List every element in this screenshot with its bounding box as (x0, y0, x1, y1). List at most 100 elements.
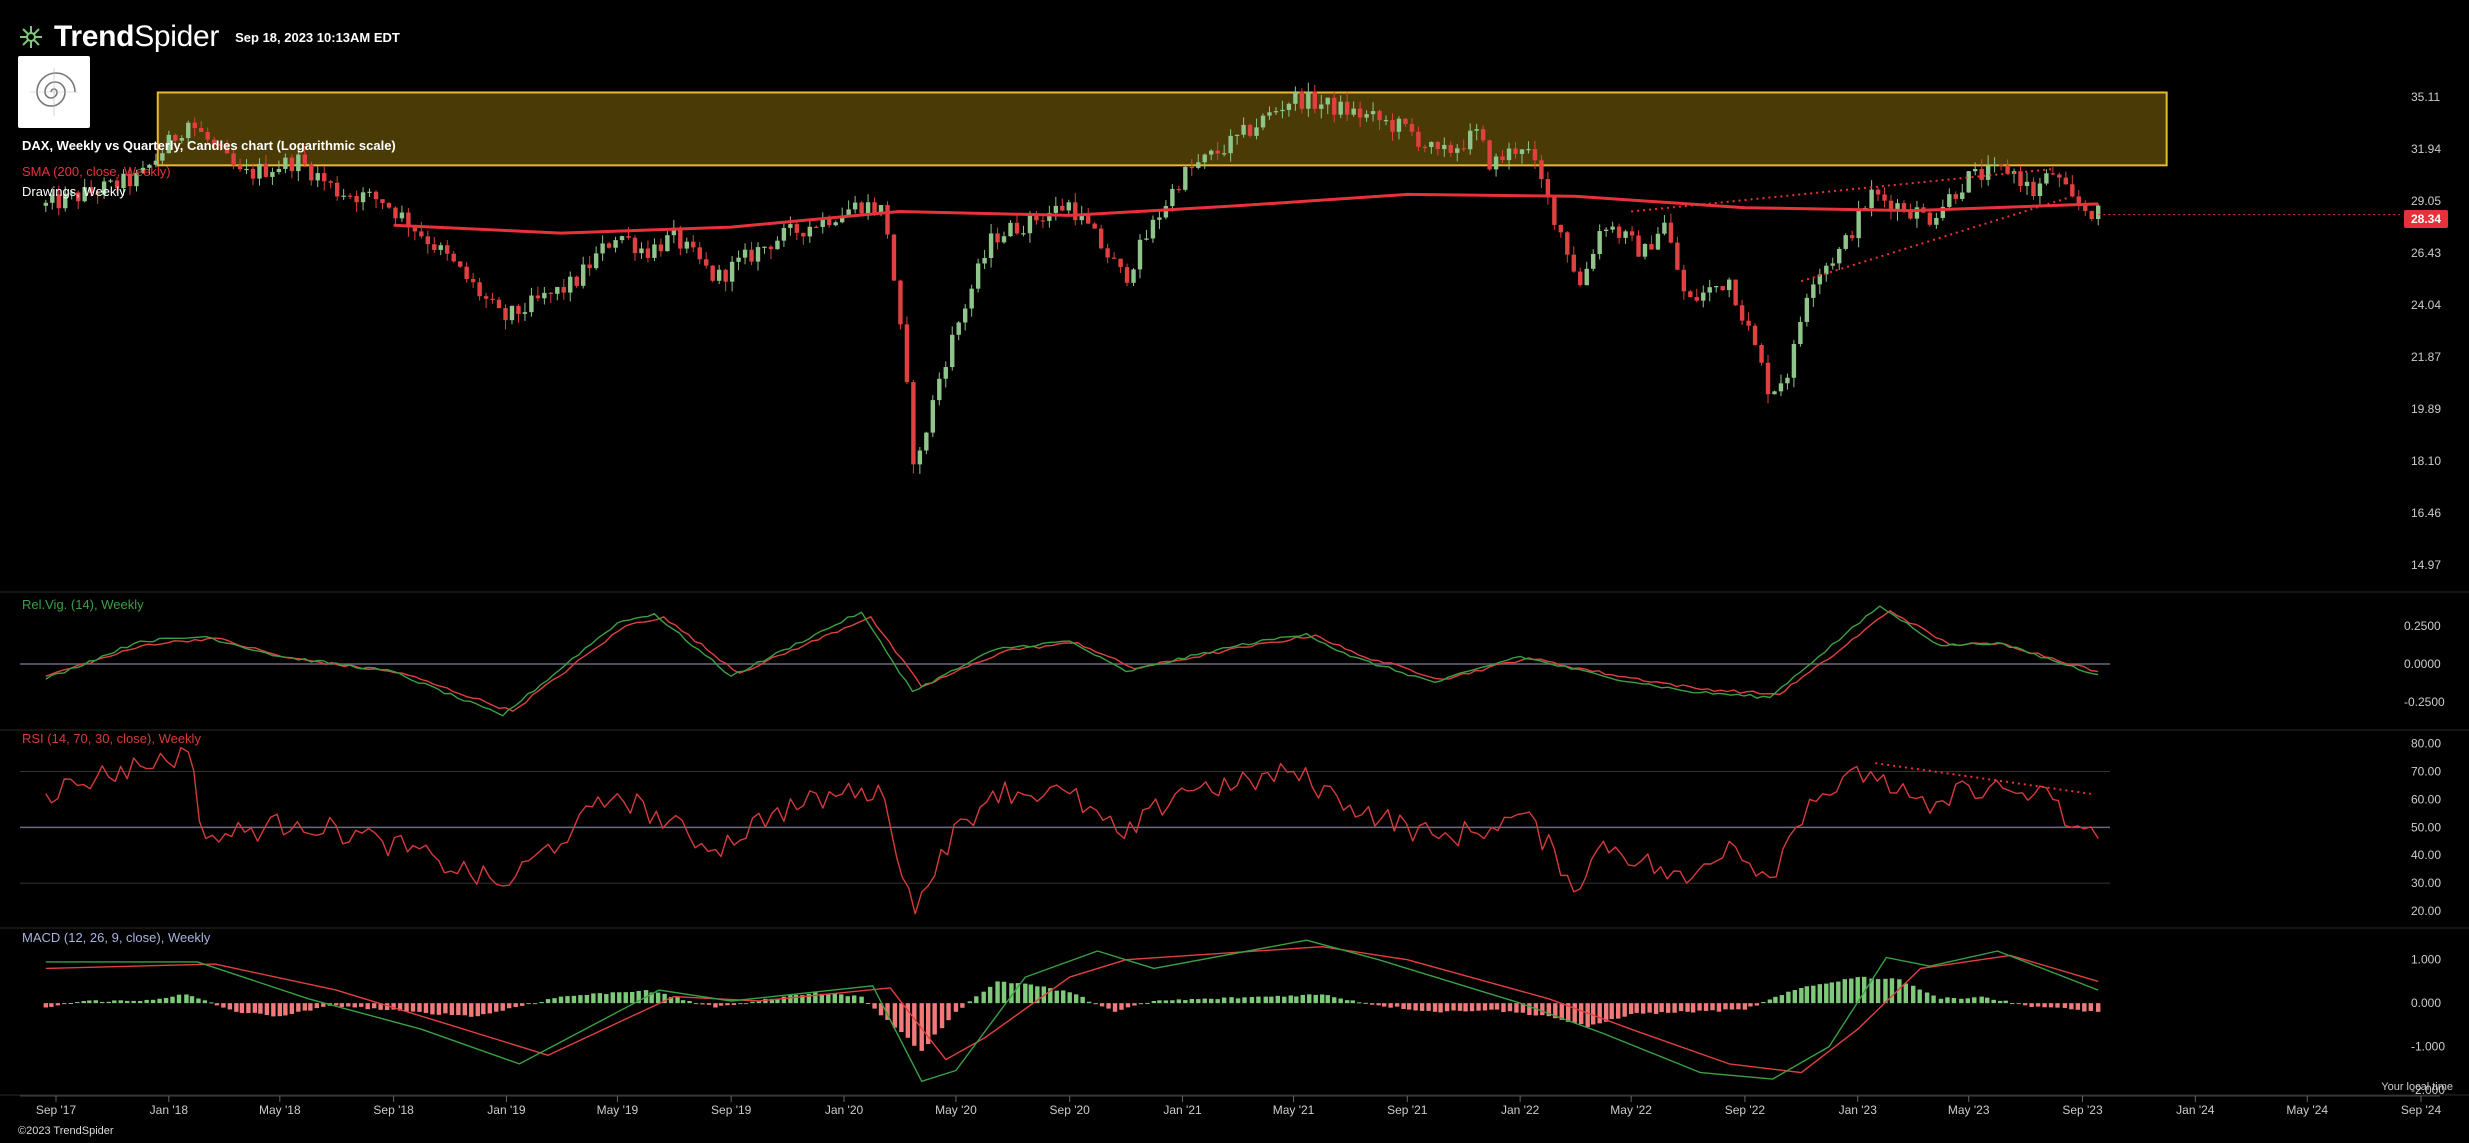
macd-histogram-bar (1965, 998, 1970, 1004)
candle (736, 257, 741, 262)
macd-histogram-bar (826, 993, 831, 1004)
macd-histogram-bar (1591, 1003, 1596, 1025)
candle (1034, 213, 1039, 221)
candle (645, 248, 651, 258)
candle (101, 181, 107, 195)
macd-histogram-bar (1093, 1003, 1098, 1005)
candle (950, 334, 955, 368)
macd-histogram-bar (1917, 989, 1922, 1004)
candle (1726, 279, 1732, 291)
sma-label[interactable]: SMA (200, close, Weekly) (22, 164, 171, 179)
macd-histogram-bar (987, 986, 993, 1004)
macd-histogram-bar (1690, 1003, 1696, 1013)
macd-histogram-bar (1862, 976, 1867, 1004)
macd-histogram-bar (150, 999, 156, 1004)
macd-histogram-bar (118, 1000, 123, 1004)
candle (296, 154, 301, 172)
macd-histogram-bar (1369, 1003, 1375, 1005)
macd-histogram-bar (1659, 1003, 1664, 1013)
macd-histogram-bar (2016, 1003, 2021, 1005)
rvi-label[interactable]: Rel.Vig. (14), Weekly (22, 597, 144, 612)
candle (244, 168, 249, 171)
candle (962, 308, 968, 323)
candle (639, 248, 644, 254)
candle (1998, 164, 2004, 166)
macd-label[interactable]: MACD (12, 26, 9, close), Weekly (22, 930, 211, 945)
macd-histogram-bar (1959, 998, 1964, 1004)
candle (1778, 383, 1784, 392)
macd-histogram-bar (1229, 997, 1234, 1004)
candle (1364, 114, 1369, 118)
macd-histogram-bar (1307, 994, 1312, 1004)
candle (477, 282, 482, 297)
candle (613, 240, 618, 248)
macd-histogram-bar (289, 1003, 295, 1014)
macd-histogram-bar (221, 1003, 226, 1008)
macd-histogram-bar (1672, 1003, 1677, 1013)
rsi-label[interactable]: RSI (14, 70, 30, close), Weekly (22, 731, 201, 746)
candle (542, 292, 547, 299)
candle (2018, 171, 2023, 187)
macd-tick-label: -2.000 (2411, 1083, 2445, 1097)
macd-histogram-bar (163, 998, 169, 1004)
macd-histogram-bar (558, 996, 564, 1004)
macd-histogram-bar (1073, 994, 1079, 1004)
macd-histogram-bar (1406, 1003, 1412, 1010)
candle (425, 236, 431, 245)
macd-histogram-bar (623, 992, 628, 1004)
candle (2096, 205, 2101, 220)
candle (1960, 192, 1965, 199)
macd-histogram-bar (1997, 1000, 2003, 1004)
macd-histogram-bar (391, 1003, 396, 1010)
candle (1176, 188, 1182, 191)
candle (1908, 211, 1913, 219)
macd-histogram-bar (271, 1003, 276, 1017)
macd-histogram-bar (687, 1000, 692, 1004)
macd-histogram-bar (1889, 978, 1895, 1004)
macd-histogram-bar (1001, 981, 1007, 1004)
main-chart-title: DAX, Weekly vs Quarterly, Candles chart … (22, 138, 396, 153)
candle (63, 193, 68, 209)
macd-histogram-bar (1300, 994, 1305, 1004)
rsi-tick-label: 30.00 (2411, 876, 2441, 890)
candle (2031, 181, 2036, 197)
candle (937, 378, 942, 401)
candle (1357, 108, 1363, 118)
candle (1681, 269, 1687, 292)
drawings-label[interactable]: Drawings, Weekly (22, 184, 126, 199)
macd-histogram-bar (1438, 1003, 1443, 1013)
candle (833, 222, 838, 226)
candle (1655, 233, 1661, 250)
macd-histogram-bar (649, 992, 654, 1004)
candle (257, 163, 262, 179)
macd-histogram-bar (469, 1003, 474, 1017)
candle (1571, 254, 1576, 272)
candle (393, 207, 398, 219)
macd-histogram-bar (845, 996, 850, 1004)
candle (457, 261, 463, 267)
macd-histogram-bar (1419, 1003, 1425, 1011)
candle (574, 276, 579, 286)
candle (1914, 207, 1920, 219)
candle (1040, 220, 1046, 222)
candle (522, 312, 528, 314)
macd-histogram-bar (839, 994, 844, 1004)
candle (561, 287, 566, 293)
macd-histogram-bar (456, 1003, 461, 1016)
macd-histogram-bar (283, 1003, 288, 1016)
candle (211, 139, 217, 145)
candle (1228, 135, 1233, 154)
macd-histogram-bar (806, 993, 812, 1004)
price-tick-label: 26.43 (2411, 246, 2441, 260)
macd-histogram-bar (1514, 1003, 1519, 1013)
macd-histogram-bar (1585, 1003, 1590, 1028)
macd-histogram-bar (365, 1003, 370, 1010)
macd-histogram-bar (202, 1000, 208, 1004)
candle (1092, 223, 1097, 229)
copyright: ©2023 TrendSpider (18, 1125, 114, 1137)
macd-histogram-bar (1294, 996, 1299, 1004)
macd-histogram-bar (1028, 984, 1034, 1004)
candle (1183, 166, 1188, 190)
macd-histogram-bar (1119, 1003, 1124, 1010)
